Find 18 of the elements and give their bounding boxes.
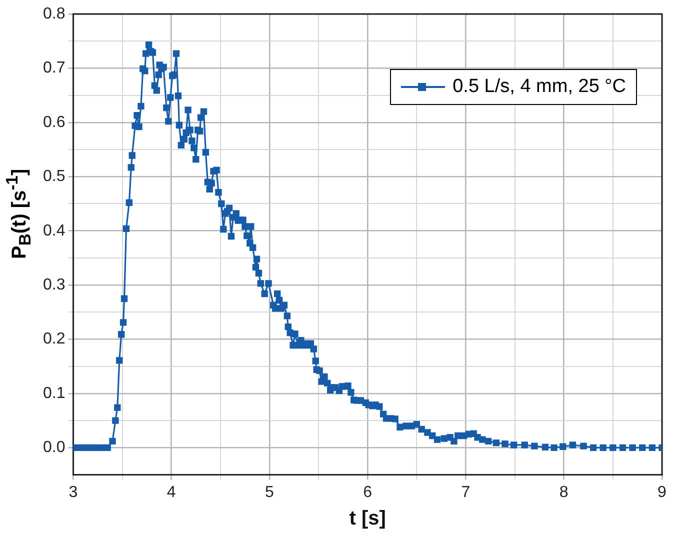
x-tick-label: 9 <box>658 484 667 501</box>
x-tick-label: 8 <box>559 484 568 501</box>
x-tick-label: 5 <box>265 484 274 501</box>
y-tick-label: 0.4 <box>42 222 66 240</box>
y-tick-label: 0.3 <box>42 276 66 294</box>
x-tick-label: 6 <box>363 484 372 501</box>
y-tick-label: 0.5 <box>42 168 66 186</box>
y-tick-label: 0.6 <box>42 114 66 131</box>
x-tick-label: 4 <box>166 484 176 501</box>
x-tick-label: 7 <box>461 484 470 501</box>
y-tick-label: 0.7 <box>42 60 66 77</box>
legend-label: 0.5 L/s, 4 mm, 25 °C <box>452 76 626 98</box>
y-tick-label: 0.1 <box>42 384 66 402</box>
x-tick-label: 3 <box>68 484 78 501</box>
y-tick-label: 0.8 <box>42 5 66 22</box>
y-tick-label: 0.2 <box>42 330 66 348</box>
y-tick-label: 0.0 <box>42 439 66 456</box>
x-axis-title: t [s] <box>349 508 386 530</box>
